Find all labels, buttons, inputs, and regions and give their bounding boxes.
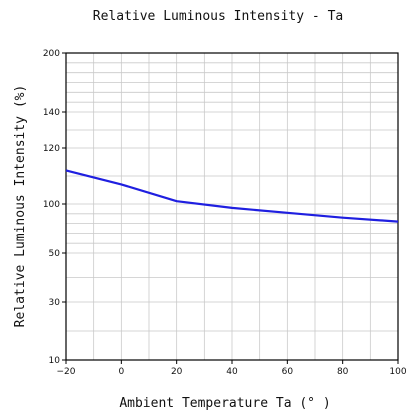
x-axis: −20 0 20 40 60 80 100	[57, 360, 407, 377]
series-line	[65, 169, 399, 223]
series-layer	[65, 169, 399, 223]
y-axis-label: Relative Luminous Intensity (%)	[13, 85, 28, 328]
y-tick-label: 30	[49, 298, 61, 308]
y-axis: 10 30 50 100 120 140 200	[43, 49, 66, 366]
y-tick-label: 200	[43, 49, 60, 59]
x-axis-label: Ambient Temperature Ta (° )	[119, 396, 330, 411]
y-tick-label: 10	[49, 356, 61, 366]
y-tick-label: 120	[43, 144, 60, 154]
x-tick-label: 40	[226, 367, 238, 377]
grid	[65, 52, 399, 361]
y-tick-label: 100	[43, 200, 60, 210]
x-tick-label: 100	[389, 367, 406, 377]
y-tick-label: 140	[43, 108, 60, 118]
x-tick-label: 80	[337, 367, 349, 377]
x-tick-label: −20	[57, 367, 76, 377]
x-tick-label: 0	[118, 367, 124, 377]
y-tick-label: 50	[49, 249, 61, 259]
x-tick-label: 20	[171, 367, 183, 377]
x-tick-label: 60	[282, 367, 294, 377]
chart-title: Relative Luminous Intensity - Ta	[93, 9, 343, 24]
